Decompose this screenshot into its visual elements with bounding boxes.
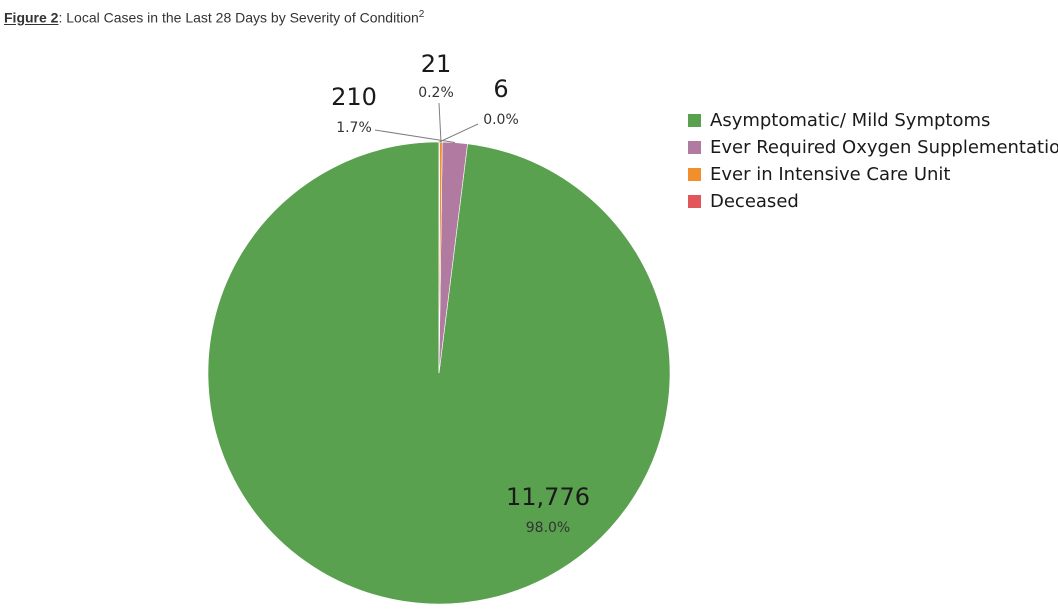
figure-label: Figure 2 bbox=[4, 9, 59, 26]
chart-legend: Asymptomatic/ Mild Symptoms Ever Require… bbox=[688, 107, 1058, 215]
slice-percent-label: 0.2% bbox=[418, 85, 454, 101]
caption-text: Local Cases in the Last 28 Days by Sever… bbox=[62, 9, 419, 26]
legend-item: Ever in Intensive Care Unit bbox=[688, 161, 1058, 188]
legend-item: Deceased bbox=[688, 188, 1058, 215]
slice-value-label: 210 bbox=[331, 83, 377, 111]
slice-percent-label: 0.0% bbox=[483, 112, 519, 128]
legend-swatch bbox=[688, 195, 701, 208]
legend-swatch bbox=[688, 168, 701, 181]
legend-label: Ever Required Oxygen Supplementation bbox=[710, 137, 1058, 158]
figure-caption: Figure 2: Local Cases in the Last 28 Day… bbox=[4, 9, 424, 26]
legend-swatch bbox=[688, 141, 701, 154]
legend-label: Asymptomatic/ Mild Symptoms bbox=[710, 110, 991, 131]
slice-value-label: 6 bbox=[493, 75, 508, 103]
legend-item: Asymptomatic/ Mild Symptoms bbox=[688, 107, 1058, 134]
leader-line bbox=[438, 102, 442, 143]
slice-value-label: 11,776 bbox=[506, 483, 590, 511]
slice-value-label: 21 bbox=[421, 50, 452, 78]
caption-superscript: 2 bbox=[418, 9, 425, 20]
legend-label: Ever in Intensive Care Unit bbox=[710, 164, 951, 185]
slice-percent-label: 98.0% bbox=[526, 520, 570, 536]
legend-item: Ever Required Oxygen Supplementation bbox=[688, 134, 1058, 161]
leader-line bbox=[439, 123, 479, 143]
legend-swatch bbox=[688, 114, 701, 127]
caption-separator: : bbox=[58, 9, 63, 26]
slice-percent-label: 1.7% bbox=[336, 120, 372, 136]
legend-label: Deceased bbox=[710, 191, 799, 212]
